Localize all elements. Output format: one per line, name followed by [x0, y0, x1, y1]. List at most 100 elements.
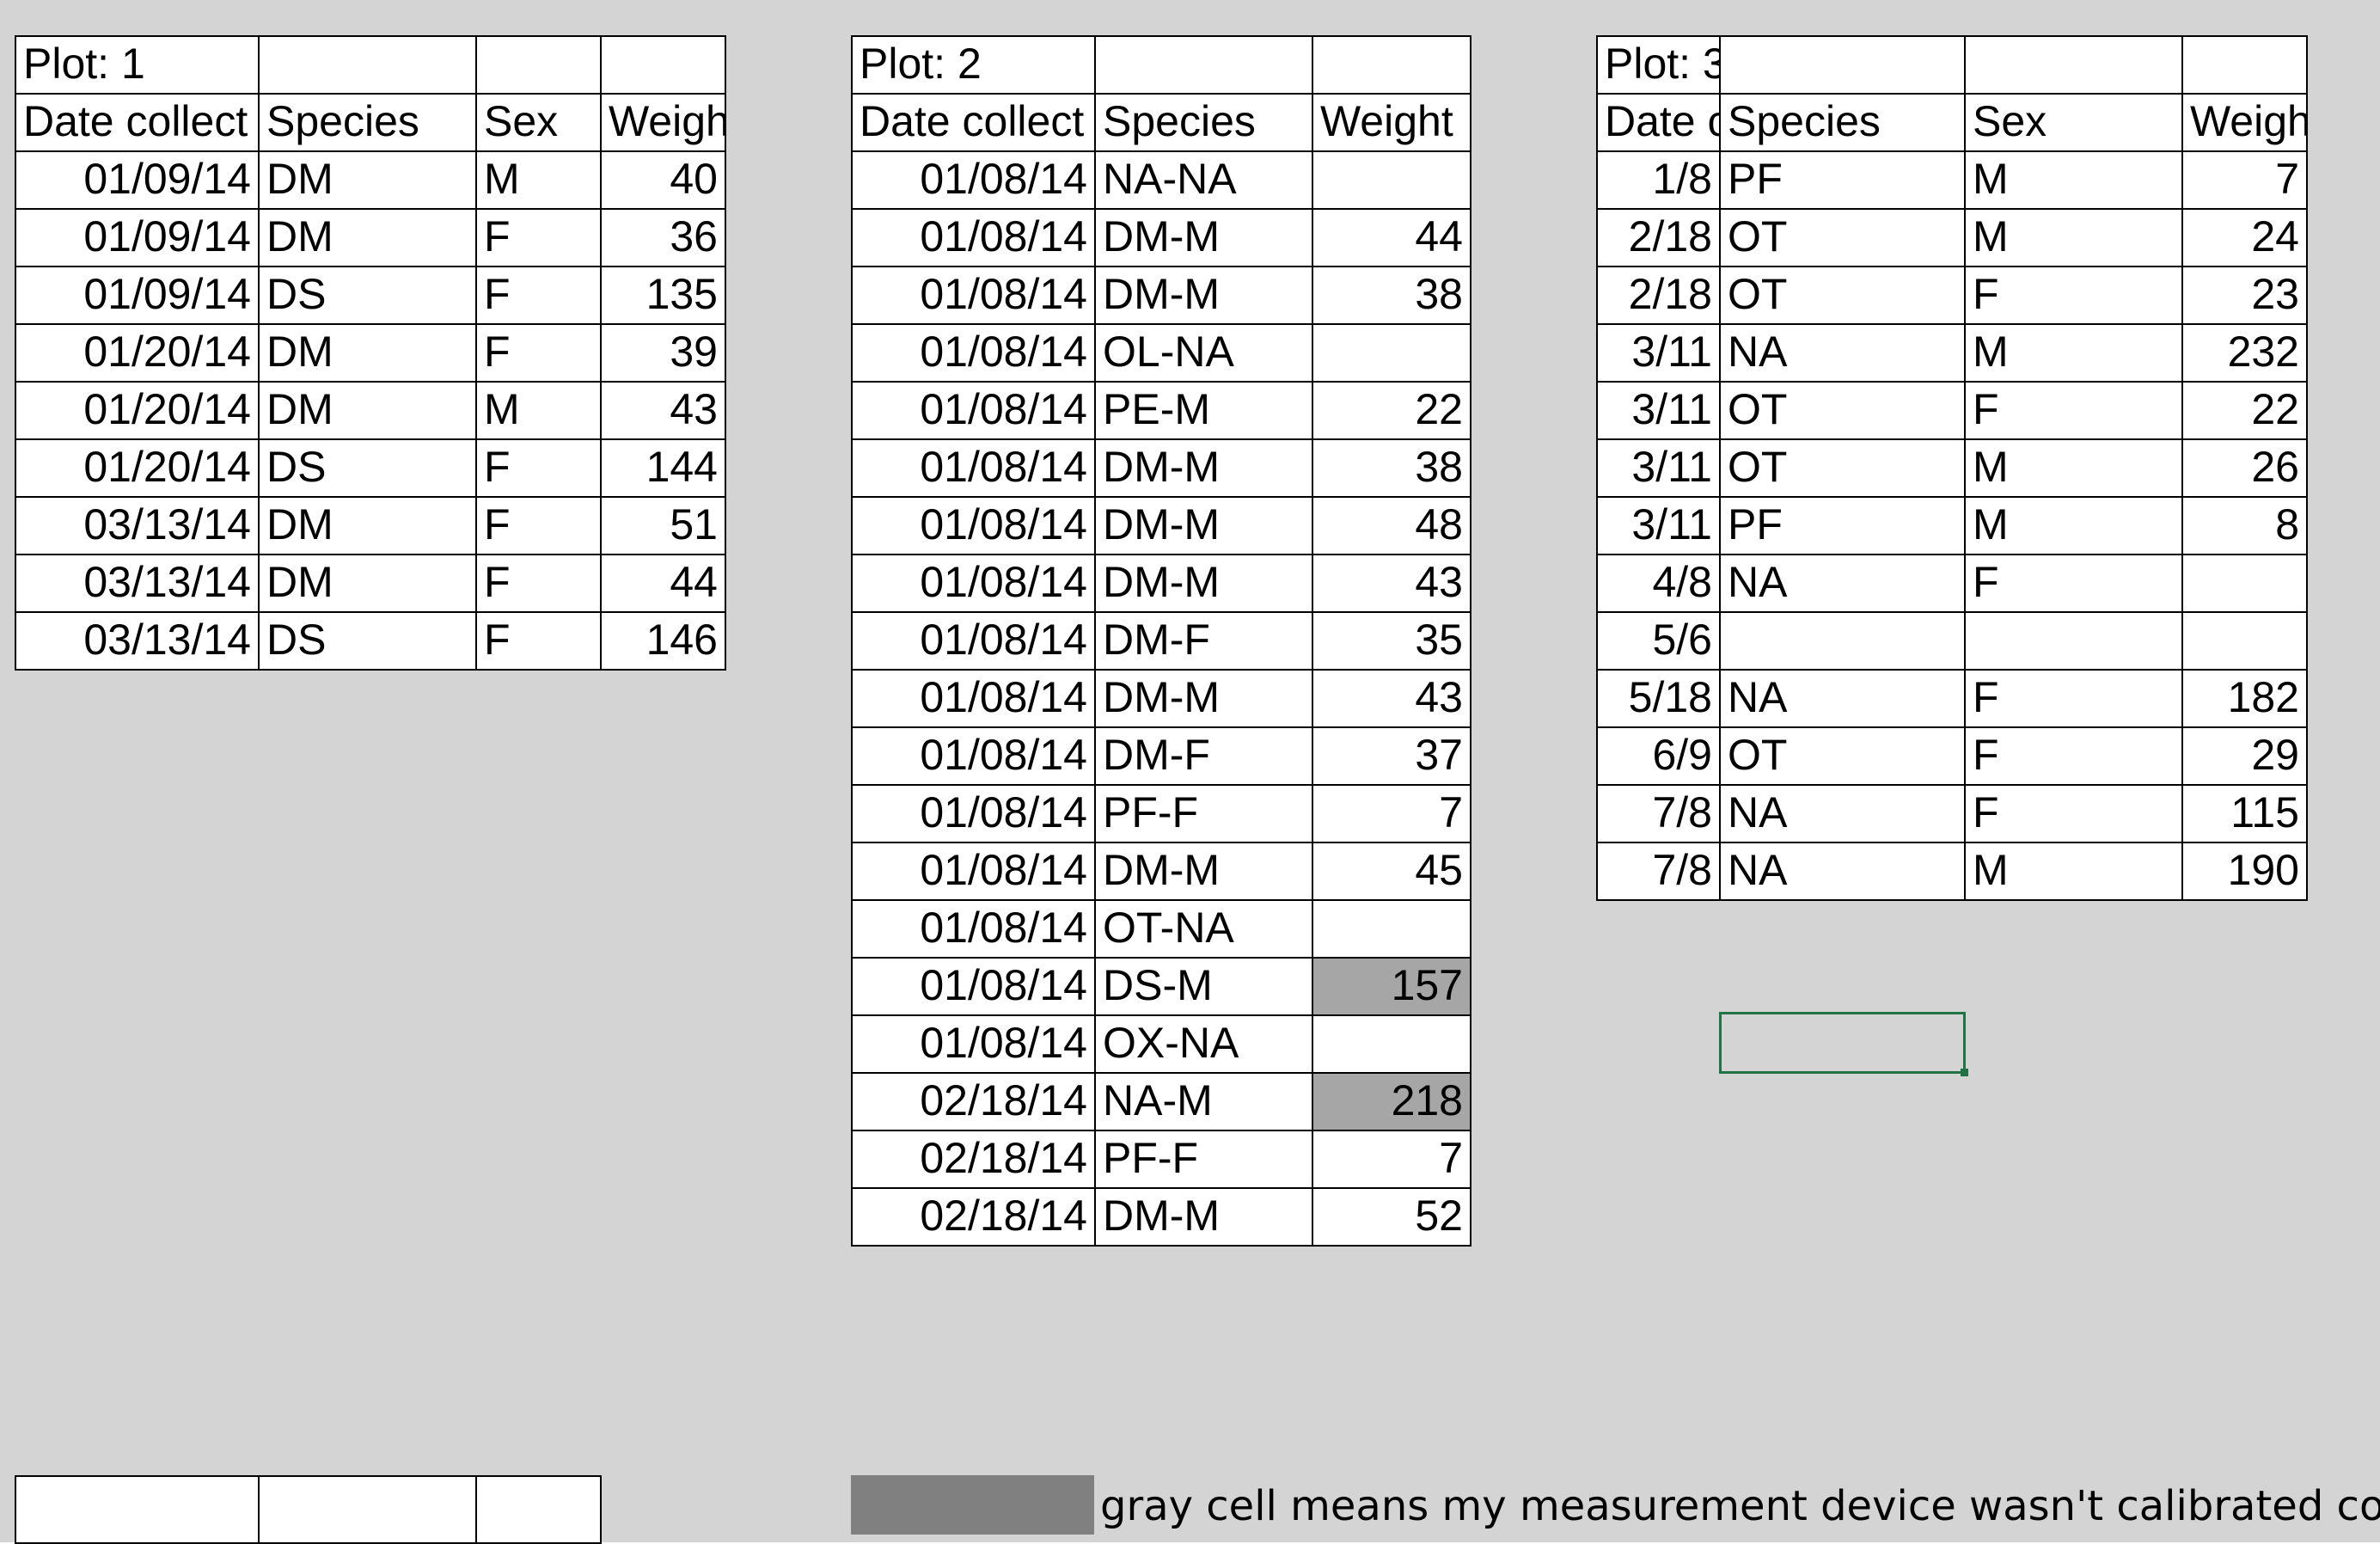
table-cell[interactable]: 135: [600, 266, 726, 325]
table-cell[interactable]: 7: [1312, 1130, 1471, 1189]
empty-cell[interactable]: [2181, 35, 2308, 95]
table-cell[interactable]: DM-M: [1094, 842, 1313, 901]
table-cell[interactable]: M: [1964, 842, 2183, 901]
table-cell[interactable]: F: [1964, 726, 2183, 786]
table-cell[interactable]: DM: [258, 381, 477, 440]
table-cell[interactable]: [1312, 323, 1471, 383]
table-cell[interactable]: NA: [1719, 323, 1966, 383]
table-cell[interactable]: M: [475, 381, 602, 440]
table-cell[interactable]: [1312, 899, 1471, 959]
table-cell[interactable]: 51: [600, 496, 726, 555]
table-cell[interactable]: [1719, 611, 1966, 671]
table-cell[interactable]: 22: [2181, 381, 2308, 440]
table-cell[interactable]: PF: [1719, 496, 1966, 555]
table-cell[interactable]: DM: [258, 208, 477, 267]
table-cell[interactable]: PF: [1719, 150, 1966, 210]
table-cell[interactable]: OT: [1719, 381, 1966, 440]
table-cell[interactable]: 43: [1312, 669, 1471, 728]
plot-title[interactable]: Plot: 3: [1596, 35, 1721, 95]
table-cell[interactable]: DM-M: [1094, 208, 1313, 267]
table-cell[interactable]: 2/18: [1596, 208, 1721, 267]
table-cell[interactable]: 3/11: [1596, 496, 1721, 555]
table-cell[interactable]: 146: [600, 611, 726, 671]
table-cell[interactable]: DM: [258, 150, 477, 210]
table-cell[interactable]: 39: [600, 323, 726, 383]
empty-cell[interactable]: [1312, 35, 1471, 95]
table-cell[interactable]: 02/18/14: [851, 1187, 1096, 1247]
table-cell[interactable]: 3/11: [1596, 381, 1721, 440]
column-header[interactable]: Weight: [1312, 93, 1471, 152]
table-cell[interactable]: 01/08/14: [851, 381, 1096, 440]
table-cell[interactable]: DS: [258, 438, 477, 498]
table-cell[interactable]: 01/20/14: [15, 381, 260, 440]
table-cell[interactable]: DM-F: [1094, 726, 1313, 786]
column-header[interactable]: Species: [258, 93, 477, 152]
table-cell[interactable]: 3/11: [1596, 323, 1721, 383]
table-cell[interactable]: 43: [1312, 554, 1471, 613]
table-cell[interactable]: 5/6: [1596, 611, 1721, 671]
table-cell[interactable]: NA: [1719, 842, 1966, 901]
table-cell[interactable]: 36: [600, 208, 726, 267]
table-cell[interactable]: DM-M: [1094, 266, 1313, 325]
table-cell[interactable]: 52: [1312, 1187, 1471, 1247]
empty-cell[interactable]: [1964, 35, 2183, 95]
table-cell[interactable]: [2181, 554, 2308, 613]
table-cell[interactable]: F: [475, 323, 602, 383]
table-cell[interactable]: 03/13/14: [15, 554, 260, 613]
column-header[interactable]: Date collect: [851, 93, 1096, 152]
table-cell[interactable]: 44: [1312, 208, 1471, 267]
table-cell[interactable]: F: [475, 266, 602, 325]
table-cell[interactable]: 01/08/14: [851, 726, 1096, 786]
table-cell[interactable]: 7: [2181, 150, 2308, 210]
table-cell[interactable]: M: [475, 150, 602, 210]
table-cell[interactable]: OL-NA: [1094, 323, 1313, 383]
column-header[interactable]: Species: [1094, 93, 1313, 152]
table-cell[interactable]: 01/08/14: [851, 1014, 1096, 1074]
table-cell[interactable]: NA: [1719, 554, 1966, 613]
table-cell[interactable]: 44: [600, 554, 726, 613]
table-cell[interactable]: 144: [600, 438, 726, 498]
table-cell[interactable]: 45: [1312, 842, 1471, 901]
table-cell[interactable]: 02/18/14: [851, 1130, 1096, 1189]
empty-cell[interactable]: [15, 1475, 260, 1544]
table-cell[interactable]: PF-F: [1094, 1130, 1313, 1189]
table-cell[interactable]: 40: [600, 150, 726, 210]
table-cell[interactable]: DM: [258, 554, 477, 613]
table-cell[interactable]: 01/08/14: [851, 496, 1096, 555]
table-cell[interactable]: 01/08/14: [851, 957, 1096, 1016]
table-cell[interactable]: 5/18: [1596, 669, 1721, 728]
fill-handle[interactable]: [1961, 1069, 1968, 1076]
table-cell[interactable]: 4/8: [1596, 554, 1721, 613]
table-cell[interactable]: 7/8: [1596, 784, 1721, 843]
table-cell[interactable]: 38: [1312, 438, 1471, 498]
table-cell[interactable]: NA: [1719, 669, 1966, 728]
table-cell[interactable]: DM-M: [1094, 1187, 1313, 1247]
table-cell[interactable]: F: [1964, 784, 2183, 843]
table-cell[interactable]: F: [475, 611, 602, 671]
table-cell[interactable]: F: [1964, 669, 2183, 728]
column-header[interactable]: Date collect: [15, 93, 260, 152]
table-cell[interactable]: NA: [1719, 784, 1966, 843]
table-cell[interactable]: DM-M: [1094, 669, 1313, 728]
table-cell[interactable]: 23: [2181, 266, 2308, 325]
table-cell[interactable]: 01/20/14: [15, 438, 260, 498]
column-header[interactable]: Weight: [600, 93, 726, 152]
table-cell[interactable]: OT-NA: [1094, 899, 1313, 959]
table-cell[interactable]: OT: [1719, 266, 1966, 325]
table-cell[interactable]: F: [475, 208, 602, 267]
table-cell[interactable]: M: [1964, 496, 2183, 555]
table-cell[interactable]: 190: [2181, 842, 2308, 901]
table-cell[interactable]: 35: [1312, 611, 1471, 671]
table-cell[interactable]: 01/08/14: [851, 438, 1096, 498]
table-cell[interactable]: 01/08/14: [851, 669, 1096, 728]
table-cell[interactable]: F: [475, 438, 602, 498]
table-cell[interactable]: DM-M: [1094, 554, 1313, 613]
column-header[interactable]: Sex: [1964, 93, 2183, 152]
table-cell[interactable]: [1964, 611, 2183, 671]
plot-title[interactable]: Plot: 1: [15, 35, 260, 95]
table-cell[interactable]: DS: [258, 611, 477, 671]
table-cell[interactable]: 01/08/14: [851, 554, 1096, 613]
table-cell[interactable]: 157: [1312, 957, 1471, 1016]
table-cell[interactable]: [1312, 1014, 1471, 1074]
empty-cell[interactable]: [1094, 35, 1313, 95]
